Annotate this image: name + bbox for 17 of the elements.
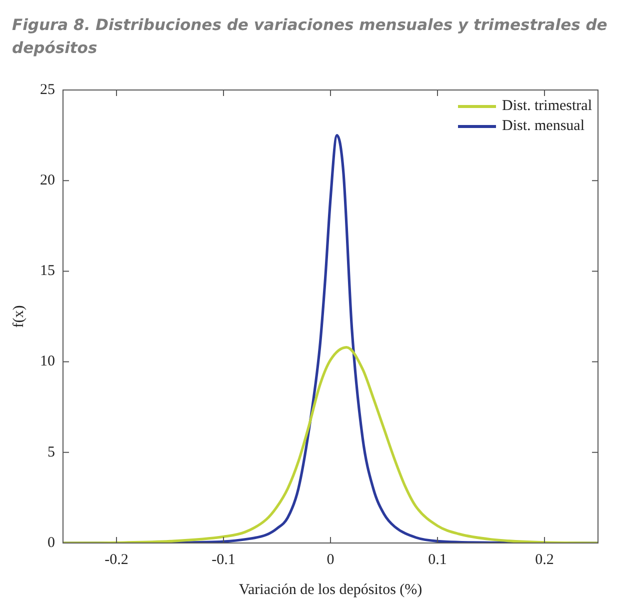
legend-label: Dist. mensual <box>502 118 584 134</box>
y-tick-label: 10 <box>40 354 55 370</box>
y-axis-title: f(x) <box>10 305 27 328</box>
y-tick-label: 25 <box>40 82 55 98</box>
y-tick-label: 15 <box>40 263 55 280</box>
y-tick-label: 0 <box>48 534 55 551</box>
y-tick-label: 20 <box>40 172 55 189</box>
legend-label: Dist. trimestral <box>502 98 592 114</box>
y-tick-label: 5 <box>48 444 55 460</box>
x-axis-title: Variación de los depósitos (%) <box>238 582 422 598</box>
line-series <box>63 346 598 543</box>
chart-title: Figura 8. Distribuciones de variaciones mensuales y trimestrales de depósitos <box>12 15 608 59</box>
x-tick-label: 0.2 <box>535 552 554 568</box>
x-tick-label: -0.1 <box>212 552 236 568</box>
x-tick-label: 0 <box>326 552 334 568</box>
x-tick-label: 0.1 <box>428 552 447 568</box>
x-tick-label: -0.2 <box>104 552 128 568</box>
